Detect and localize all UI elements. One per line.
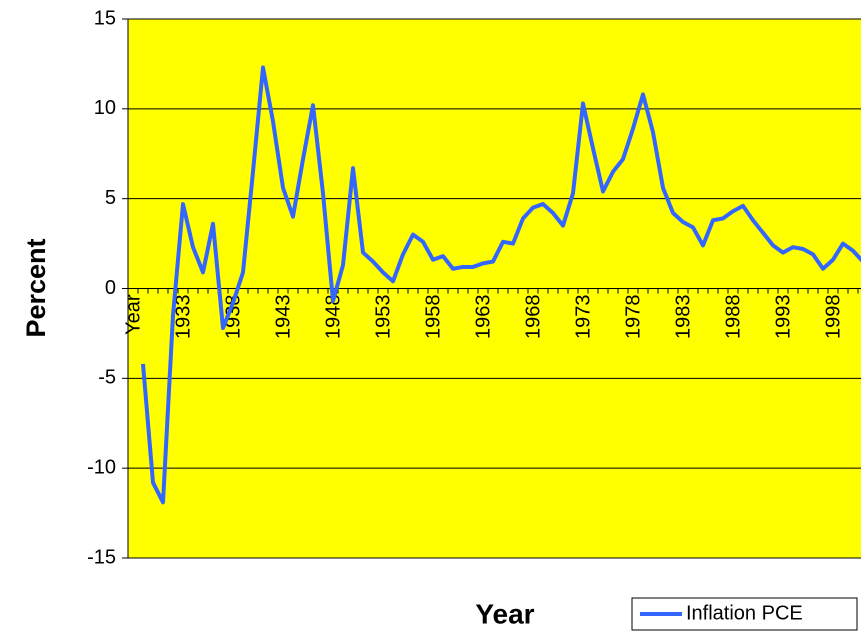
- x-tick-label: 1938: [222, 295, 244, 340]
- x-tick-label: 1963: [472, 295, 494, 340]
- x-tick-label: 1958: [422, 295, 444, 340]
- line-series: [141, 65, 861, 505]
- x-tick-label: 1953: [372, 295, 394, 340]
- legend: Inflation PCE: [631, 597, 858, 631]
- y-tick-label: -5: [98, 367, 116, 389]
- y-tick-label: -10: [87, 456, 116, 478]
- y-tick-label: 10: [94, 97, 116, 119]
- x-tick-label: 1943: [272, 295, 294, 340]
- legend-label: Inflation PCE: [686, 602, 803, 624]
- x-tick-label: 1993: [772, 295, 794, 340]
- x-tick-label: 1983: [672, 295, 694, 340]
- x-tick-label: 1933: [172, 295, 194, 340]
- y-tick-label: 5: [105, 187, 116, 209]
- y-axis-title: Percent: [21, 238, 51, 337]
- x-tick-label: 1988: [722, 295, 744, 340]
- y-tick-label: 0: [105, 277, 116, 299]
- y-tick-label: -15: [87, 546, 116, 568]
- x-tick-label: 1978: [622, 295, 644, 340]
- x-axis-title: Year: [475, 598, 534, 629]
- x-tick-label: Year: [122, 294, 144, 335]
- y-tick-label: 15: [94, 7, 116, 29]
- x-tick-label: 1948: [322, 295, 344, 340]
- x-tick-label: 1998: [822, 295, 844, 340]
- x-tick-label: 1968: [522, 295, 544, 340]
- x-tick-label: 1973: [572, 295, 594, 340]
